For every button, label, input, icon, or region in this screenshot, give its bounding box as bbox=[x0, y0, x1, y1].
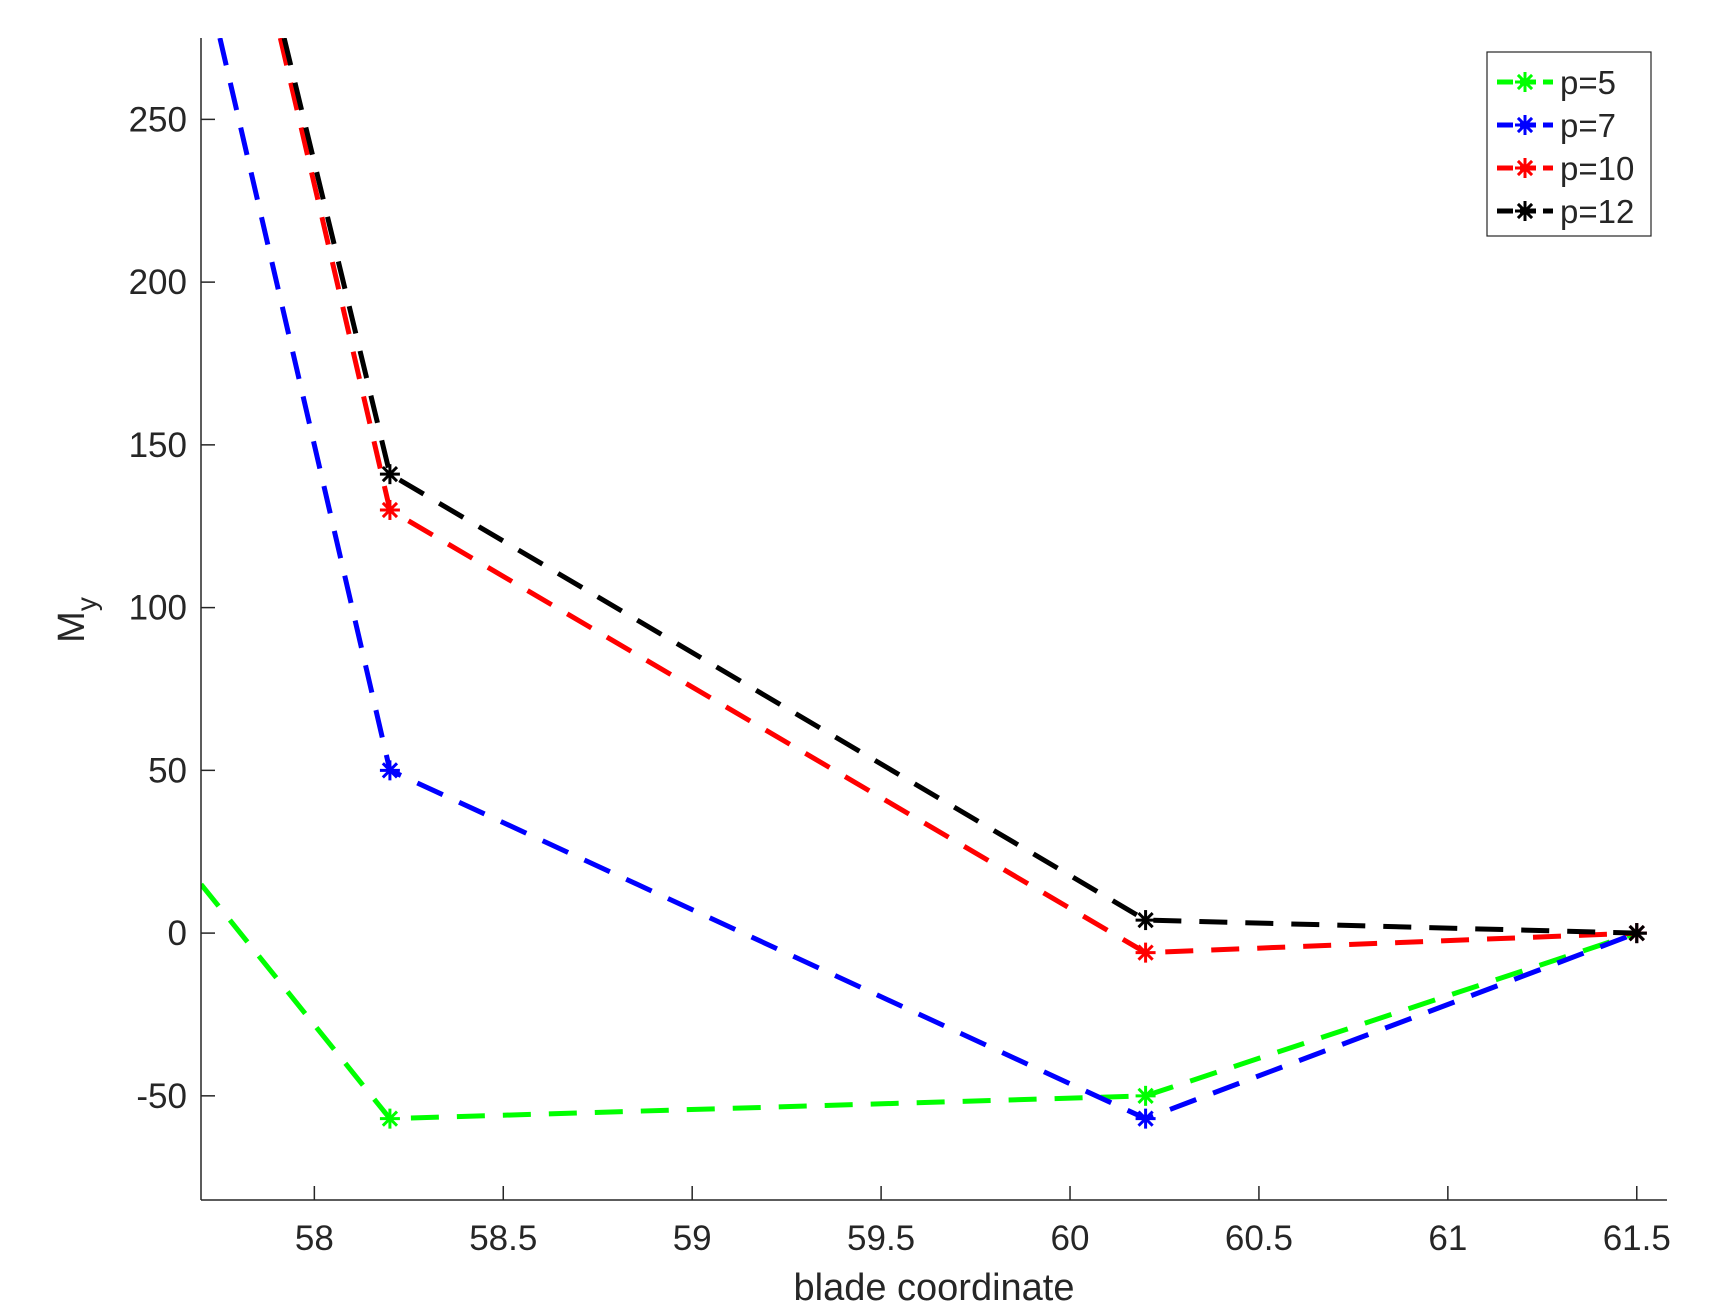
legend-label: p=12 bbox=[1560, 193, 1634, 230]
y-tick-label: 250 bbox=[129, 100, 187, 139]
data-point-p7-2 bbox=[1135, 1108, 1156, 1129]
legend-box bbox=[1486, 51, 1652, 237]
legend-label: p=7 bbox=[1560, 107, 1616, 144]
legend-item-p5: p=5 bbox=[1497, 64, 1616, 101]
x-tick-label: 61 bbox=[1428, 1219, 1467, 1258]
x-tick-label: 60 bbox=[1051, 1219, 1090, 1258]
x-tick-label: 59 bbox=[673, 1219, 712, 1258]
legend: p=5 p=7 p=10 p=12 bbox=[1486, 51, 1652, 237]
y-axis-label: My bbox=[51, 597, 102, 643]
legend-marker bbox=[1515, 201, 1535, 221]
legend-item-p7: p=7 bbox=[1497, 107, 1616, 144]
legend-marker bbox=[1515, 158, 1535, 178]
y-axis-label-subscript: y bbox=[71, 597, 102, 611]
y-tick-label: 0 bbox=[168, 914, 187, 953]
data-point-p5-1 bbox=[379, 1108, 400, 1129]
data-point-p5-2 bbox=[1135, 1085, 1156, 1106]
x-tick-label: 60.5 bbox=[1225, 1219, 1293, 1258]
y-axis-label-main: M bbox=[51, 611, 93, 643]
series-layer bbox=[201, 38, 1647, 1129]
x-tick-label: 58.5 bbox=[469, 1219, 537, 1258]
series-line-p5 bbox=[201, 882, 1638, 1122]
y-tick-label: -50 bbox=[136, 1077, 187, 1116]
legend-item-p10: p=10 bbox=[1497, 150, 1634, 187]
series-line-p10 bbox=[277, 38, 1637, 956]
data-point-p12-2 bbox=[1135, 910, 1156, 931]
y-tick-label: 50 bbox=[148, 751, 187, 790]
x-tick-label: 61.5 bbox=[1603, 1219, 1671, 1258]
legend-label: p=10 bbox=[1560, 150, 1634, 187]
x-axis-label: blade coordinate bbox=[794, 1267, 1075, 1309]
data-point-p10-2 bbox=[1135, 942, 1156, 963]
data-point-p10-1 bbox=[379, 499, 400, 520]
axes bbox=[200, 38, 1667, 1201]
legend-item-p12: p=12 bbox=[1497, 193, 1634, 230]
y-tick-label: 100 bbox=[129, 589, 187, 628]
data-point-p12-1 bbox=[379, 464, 400, 485]
x-tick-label: 59.5 bbox=[847, 1219, 915, 1258]
series-line-p7 bbox=[217, 38, 1638, 1122]
y-tick-label: 200 bbox=[129, 263, 187, 302]
x-tick-label: 58 bbox=[295, 1219, 334, 1258]
series-line-p12 bbox=[281, 38, 1637, 936]
legend-marker bbox=[1515, 72, 1535, 92]
legend-marker bbox=[1515, 115, 1535, 135]
data-point-p7-1 bbox=[379, 760, 400, 781]
svg-text:My: My bbox=[51, 597, 102, 643]
x-ticks: 58 58.5 59 59.5 60 60.5 61 61.5 bbox=[295, 1186, 1671, 1258]
legend-label: p=5 bbox=[1560, 64, 1616, 101]
y-ticks: -50 0 50 100 150 200 250 bbox=[129, 100, 215, 1116]
data-point-p12-3 bbox=[1626, 923, 1647, 944]
y-tick-label: 150 bbox=[129, 426, 187, 465]
